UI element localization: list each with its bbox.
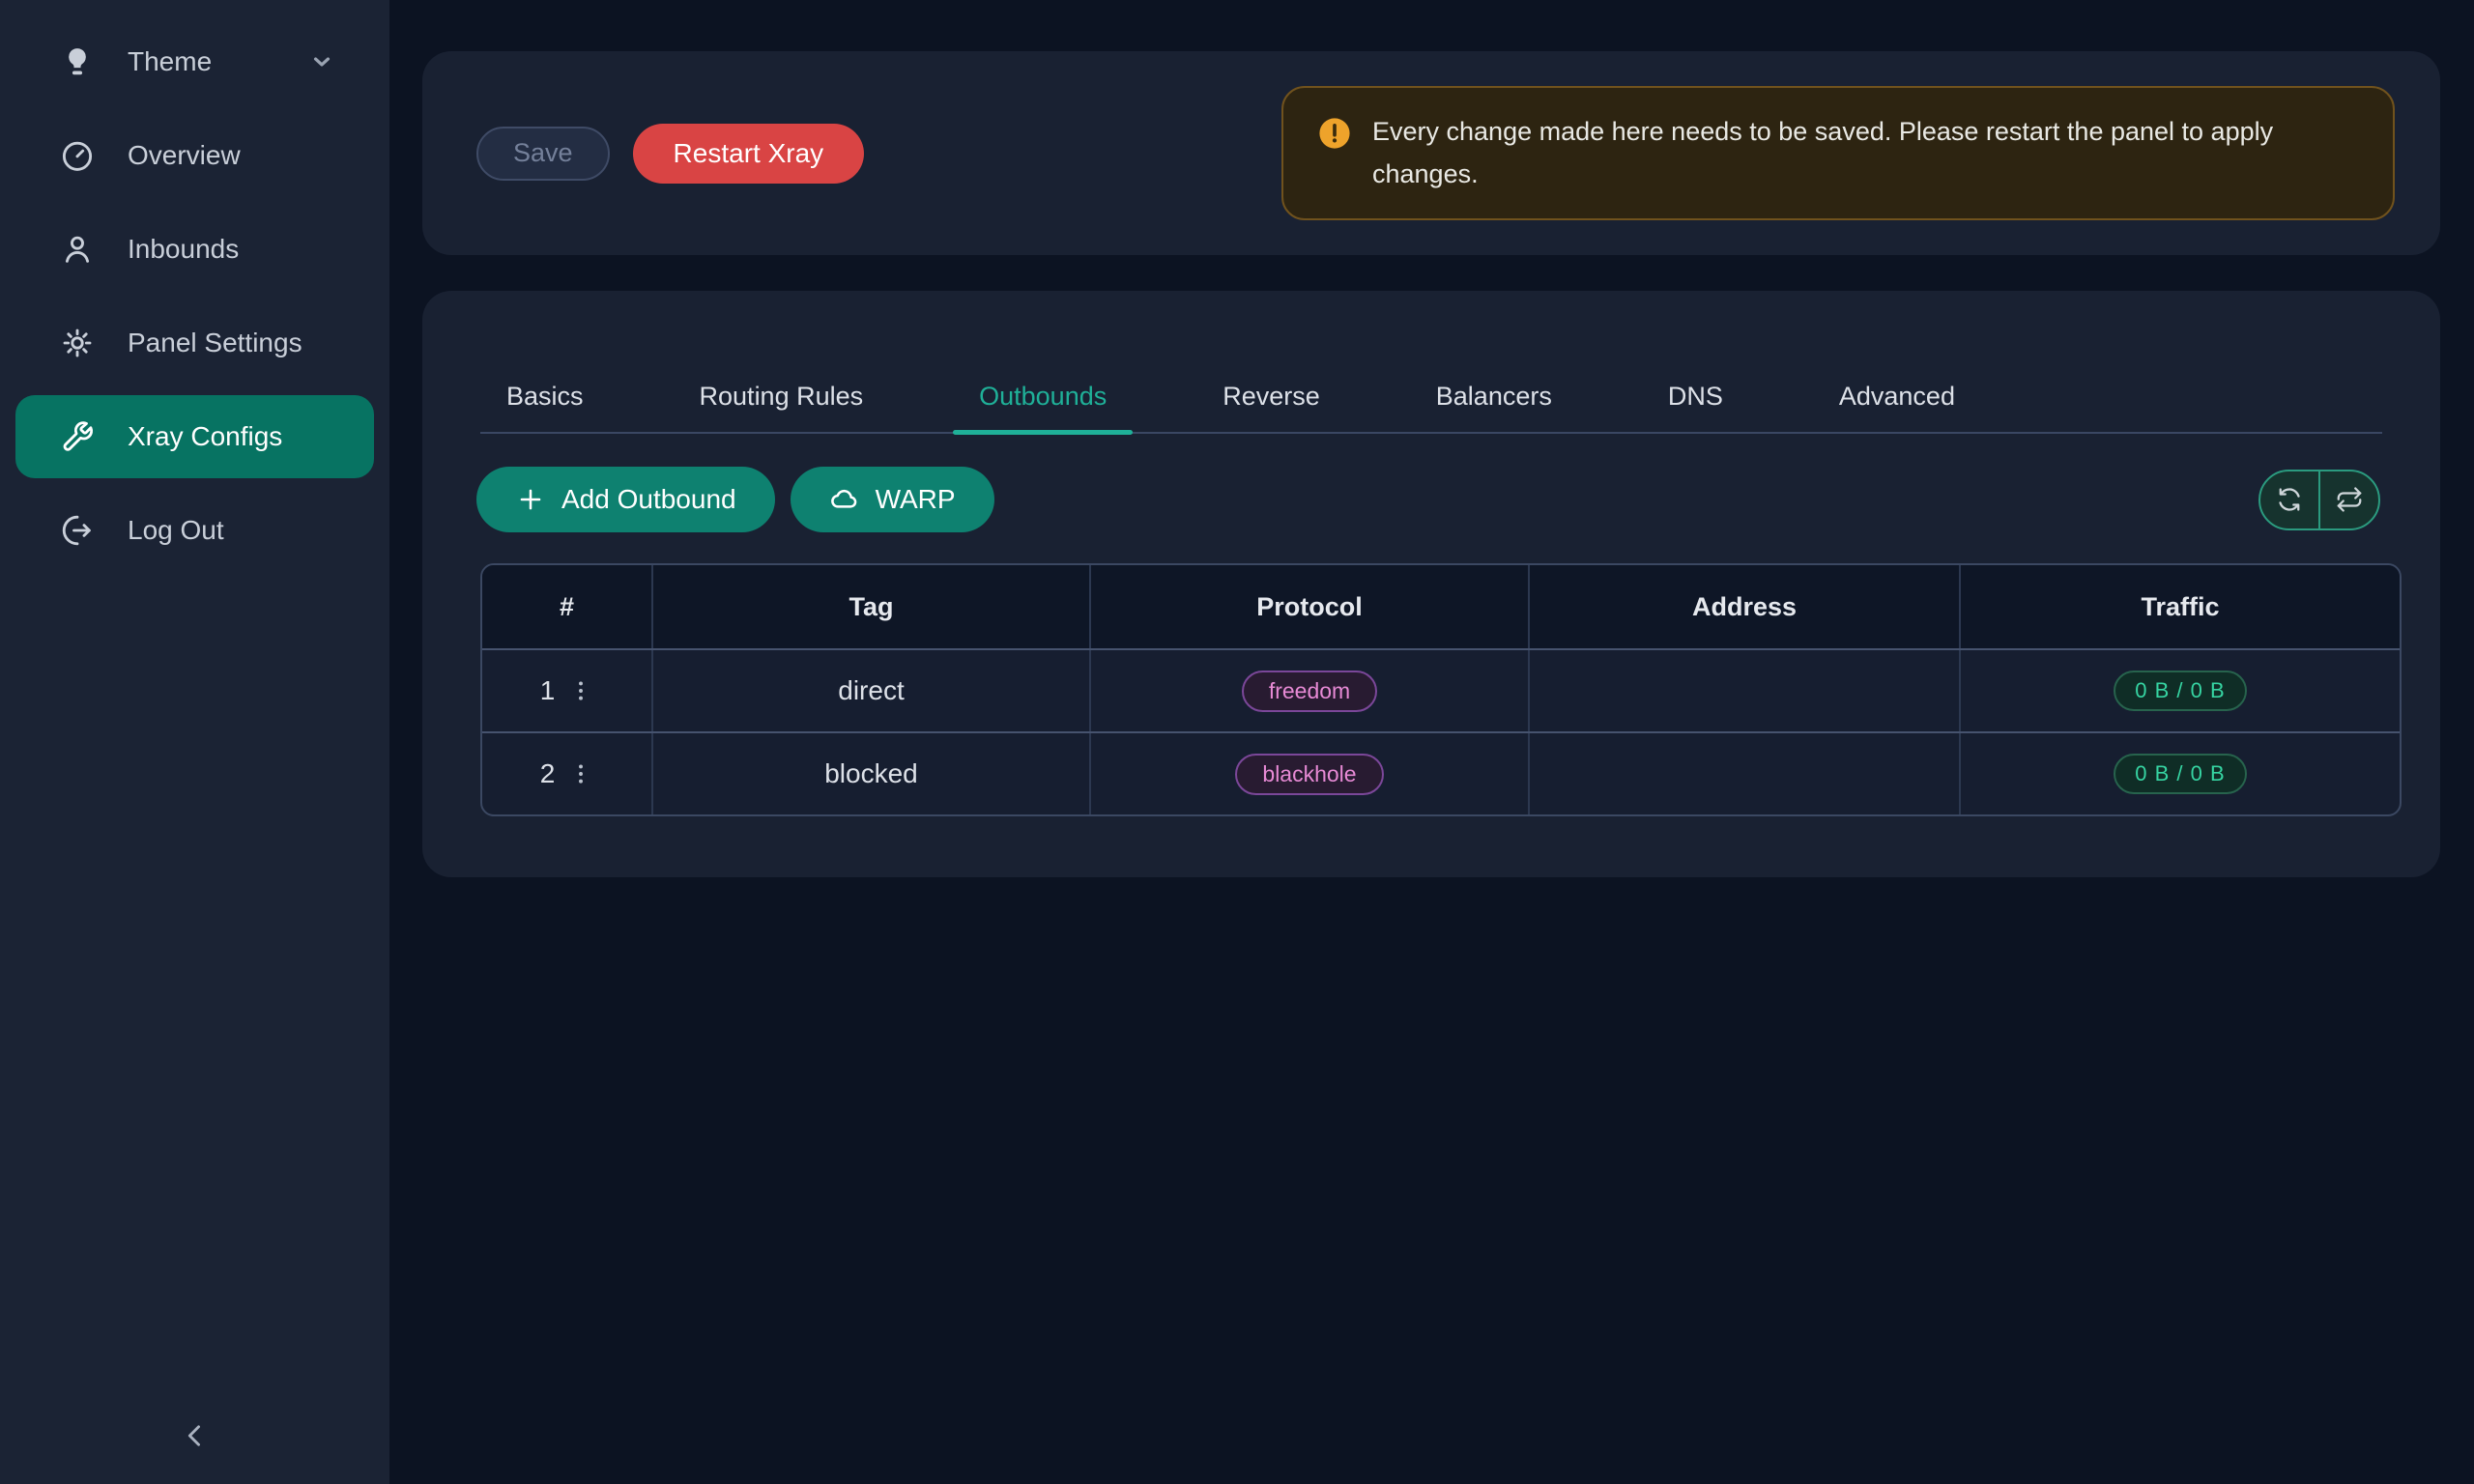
sidebar: Theme Overview	[0, 0, 389, 1484]
sidebar-item-panel-settings[interactable]: Panel Settings	[15, 301, 374, 385]
refresh-icon	[2275, 485, 2304, 514]
col-header-protocol: Protocol	[1091, 565, 1530, 648]
more-vertical-icon	[568, 678, 593, 703]
alert-message: Every change made here needs to be saved…	[1372, 117, 2274, 188]
tab-reverse[interactable]: Reverse	[1223, 382, 1320, 411]
sidebar-item-xray-configs[interactable]: Xray Configs	[15, 395, 374, 478]
xray-config-card: Basics Routing Rules Outbounds Reverse B…	[422, 291, 2440, 877]
sidebar-collapse-button[interactable]	[0, 1413, 389, 1459]
table-header: # Tag Protocol Address Traffic	[482, 565, 2400, 650]
refresh-button[interactable]	[2260, 471, 2318, 528]
tab-routing-rules[interactable]: Routing Rules	[699, 382, 864, 411]
tab-outbounds[interactable]: Outbounds	[953, 360, 1134, 435]
table-row: 2 blocked blackhole	[482, 731, 2400, 814]
cell-tag: direct	[653, 650, 1091, 731]
more-vertical-icon	[568, 761, 593, 786]
tab-advanced[interactable]: Advanced	[1838, 382, 1955, 411]
gauge-icon	[58, 136, 97, 175]
toolbar-card: Save Restart Xray Every change made here…	[422, 51, 2440, 255]
user-icon	[58, 230, 97, 269]
repeat-icon	[2335, 485, 2364, 514]
protocol-badge: freedom	[1241, 670, 1378, 712]
actions-row: Add Outbound WARP	[476, 467, 2380, 532]
tab-balancers[interactable]: Balancers	[1435, 382, 1552, 411]
col-header-index: #	[482, 565, 653, 648]
sidebar-item-label: Panel Settings	[128, 328, 302, 357]
sidebar-item-label: Xray Configs	[128, 421, 283, 451]
row-menu-button[interactable]	[568, 761, 593, 786]
cell-tag: blocked	[653, 733, 1091, 814]
col-header-address: Address	[1530, 565, 1961, 648]
chevron-down-icon	[308, 48, 335, 75]
row-index: 1	[539, 675, 556, 705]
tab-bar: Basics Routing Rules Outbounds Reverse B…	[480, 360, 2382, 435]
row-menu-button[interactable]	[568, 678, 593, 703]
restart-warning-alert: Every change made here needs to be saved…	[1281, 86, 2395, 220]
cloud-icon	[829, 484, 860, 515]
plus-icon	[515, 484, 546, 515]
gear-icon	[58, 324, 97, 362]
chevron-left-icon	[179, 1419, 212, 1452]
add-outbound-button[interactable]: Add Outbound	[476, 467, 775, 532]
logout-icon	[58, 511, 97, 550]
sidebar-item-label: Log Out	[128, 515, 224, 545]
sidebar-item-log-out[interactable]: Log Out	[15, 489, 374, 572]
warp-label: WARP	[875, 484, 956, 514]
sidebar-item-theme[interactable]: Theme	[15, 20, 374, 103]
protocol-badge: blackhole	[1235, 753, 1384, 795]
warp-button[interactable]: WARP	[790, 467, 994, 532]
sidebar-item-overview[interactable]: Overview	[15, 114, 374, 197]
sidebar-item-label: Theme	[128, 46, 213, 76]
col-header-tag: Tag	[653, 565, 1091, 648]
outbounds-table: # Tag Protocol Address Traffic 1	[480, 563, 2402, 816]
traffic-badge: 0 B / 0 B	[2114, 754, 2247, 794]
button-group-divider	[2318, 471, 2320, 528]
refresh-button-group	[2258, 469, 2380, 530]
lightbulb-icon	[58, 43, 97, 81]
sidebar-item-inbounds[interactable]: Inbounds	[15, 208, 374, 291]
add-outbound-label: Add Outbound	[561, 484, 736, 514]
warning-icon	[1318, 117, 1351, 150]
save-button[interactable]: Save	[476, 126, 610, 181]
sidebar-item-label: Overview	[128, 140, 241, 170]
table-row: 1 direct freedom	[482, 650, 2400, 731]
restart-xray-button[interactable]: Restart Xray	[632, 123, 865, 184]
row-index: 2	[539, 758, 556, 788]
cell-address	[1530, 650, 1961, 731]
tab-dns[interactable]: DNS	[1667, 382, 1723, 411]
cell-address	[1530, 733, 1961, 814]
sidebar-item-label: Inbounds	[128, 234, 240, 264]
traffic-badge: 0 B / 0 B	[2114, 671, 2247, 711]
wrench-icon	[58, 417, 97, 456]
main-content: Save Restart Xray Every change made here…	[389, 0, 2474, 1484]
tab-basics[interactable]: Basics	[506, 382, 584, 411]
repeat-button[interactable]	[2320, 471, 2378, 528]
col-header-traffic: Traffic	[2141, 591, 2220, 621]
